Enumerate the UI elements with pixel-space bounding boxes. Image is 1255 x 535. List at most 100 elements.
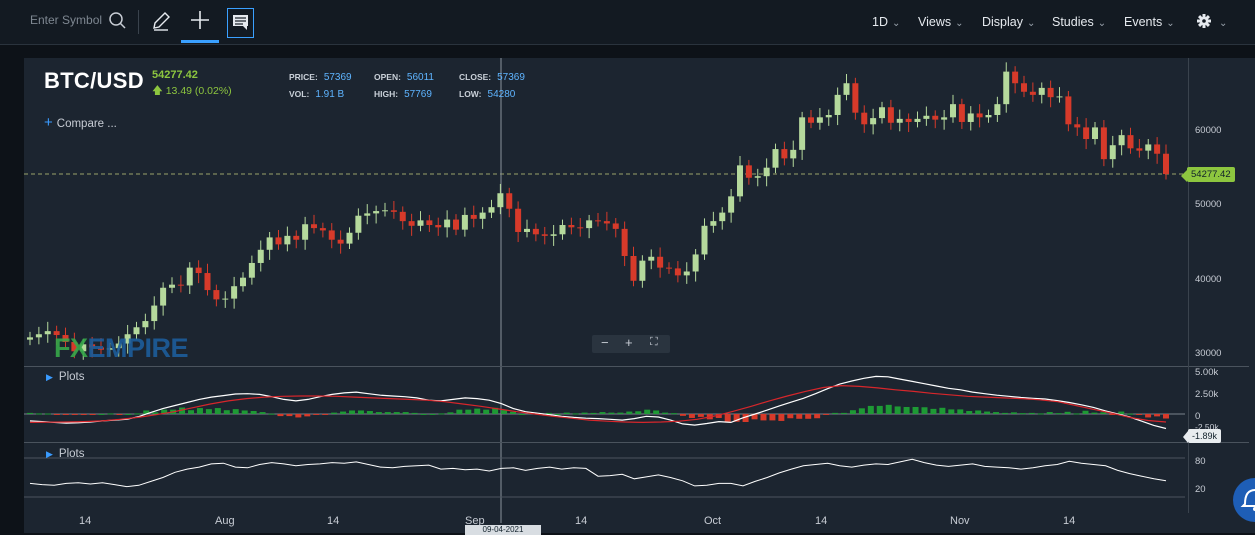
pane-divider[interactable] bbox=[24, 366, 1249, 367]
histogram-bar bbox=[438, 413, 445, 415]
candle-body bbox=[994, 104, 1001, 116]
pane-divider[interactable] bbox=[24, 442, 1249, 443]
candle-body bbox=[275, 237, 282, 245]
candle-body bbox=[257, 249, 264, 263]
x-axis-tick: 14 bbox=[575, 515, 588, 527]
candle-body bbox=[1047, 87, 1054, 98]
candle-body bbox=[896, 118, 903, 123]
histogram-bar bbox=[80, 413, 87, 415]
histogram-bar bbox=[510, 411, 517, 414]
histogram-bar bbox=[331, 412, 338, 414]
candle-body bbox=[754, 176, 761, 178]
histogram-bar bbox=[196, 408, 203, 414]
price-axis-tick: 40000 bbox=[1195, 274, 1222, 285]
close-label: CLOSE: bbox=[459, 72, 492, 82]
price-axis-tick: 30000 bbox=[1195, 348, 1222, 359]
symbol-search-input[interactable]: Enter Symbol bbox=[30, 13, 103, 27]
candle-body bbox=[1021, 83, 1027, 92]
crosshair-active-indicator bbox=[181, 40, 219, 43]
candle-body bbox=[781, 149, 788, 159]
ohlc-open: OPEN: 56011 bbox=[374, 72, 434, 83]
search-icon[interactable] bbox=[108, 11, 128, 36]
toolbar-divider bbox=[138, 10, 139, 34]
candle-body bbox=[532, 228, 539, 235]
histogram-bar bbox=[277, 413, 284, 417]
zoom-in-button[interactable]: + bbox=[625, 335, 633, 350]
histogram-bar bbox=[349, 410, 356, 414]
histogram-bar bbox=[814, 413, 821, 419]
candle-body bbox=[444, 219, 451, 228]
zoom-out-button[interactable]: − bbox=[601, 335, 609, 350]
histogram-bar bbox=[653, 410, 660, 414]
histogram-bar bbox=[912, 406, 919, 414]
compare-button[interactable]: + Compare ... bbox=[44, 114, 117, 131]
candle-body bbox=[177, 284, 184, 286]
watermark-fx: FX bbox=[54, 333, 88, 363]
histogram-bar bbox=[1100, 412, 1107, 414]
x-axis-tick: 14 bbox=[815, 515, 828, 527]
x-axis-tick: 14 bbox=[327, 515, 340, 527]
histogram-bar bbox=[366, 411, 373, 414]
candle-body bbox=[630, 255, 637, 281]
chart-panel[interactable] bbox=[24, 58, 1255, 533]
candle-body bbox=[950, 104, 956, 118]
rsi-pane-toggle[interactable]: ▶ Plots bbox=[46, 448, 85, 460]
candle-body bbox=[976, 113, 983, 118]
candle-body bbox=[266, 237, 273, 250]
histogram-bar bbox=[98, 413, 105, 415]
histogram-bar bbox=[143, 410, 150, 414]
menu-display[interactable]: Display ⌄ bbox=[982, 15, 1035, 29]
candle-body bbox=[834, 94, 841, 116]
candle-body bbox=[355, 215, 362, 233]
histogram-bar bbox=[742, 413, 749, 422]
candle-body bbox=[914, 118, 921, 122]
histogram-bar bbox=[840, 412, 847, 414]
candle-body bbox=[825, 115, 832, 118]
candle-body bbox=[1136, 148, 1143, 151]
candle-body bbox=[1083, 127, 1090, 140]
candle-body bbox=[852, 83, 859, 113]
settings-menu[interactable]: ⌄ bbox=[1196, 13, 1232, 36]
crosshair-date-tag: 09-04-2021 bbox=[465, 525, 541, 535]
pencil-draw-icon[interactable] bbox=[150, 10, 172, 37]
histogram-bar bbox=[823, 413, 830, 415]
oscillator-pane-toggle[interactable]: ▶ Plots bbox=[46, 371, 85, 383]
histogram-bar bbox=[465, 409, 472, 414]
menu-interval[interactable]: 1D ⌄ bbox=[872, 15, 900, 29]
candle-body bbox=[453, 219, 459, 230]
histogram-bar bbox=[1064, 411, 1071, 414]
histogram-bar bbox=[715, 413, 722, 418]
histogram-bar bbox=[223, 410, 230, 414]
histogram-bar bbox=[903, 406, 910, 414]
histogram-bar bbox=[241, 410, 248, 414]
last-price-tag: 54277.42 bbox=[1181, 167, 1235, 182]
menu-studies[interactable]: Studies ⌄ bbox=[1052, 15, 1106, 29]
plus-icon: + bbox=[44, 114, 53, 131]
candle-body bbox=[506, 193, 513, 209]
arrow-up-icon: 🡅 bbox=[152, 85, 163, 97]
osc-axis-tick: 0 bbox=[1195, 411, 1201, 422]
candle-body bbox=[98, 347, 104, 350]
histogram-bar bbox=[492, 407, 499, 414]
crosshair-icon[interactable] bbox=[189, 9, 211, 36]
candle-body bbox=[666, 267, 672, 269]
histogram-bar bbox=[152, 412, 159, 414]
histogram-bar bbox=[1091, 412, 1098, 414]
menu-events[interactable]: Events ⌄ bbox=[1124, 15, 1175, 29]
menu-views[interactable]: Views ⌄ bbox=[918, 15, 964, 29]
candle-body bbox=[728, 196, 735, 213]
candle-body bbox=[53, 331, 60, 336]
fullscreen-icon[interactable]: ⛶ bbox=[650, 336, 658, 348]
histogram-bar bbox=[966, 411, 973, 414]
help-chat-button[interactable] bbox=[1233, 478, 1255, 522]
candle-body bbox=[550, 234, 557, 236]
candle-body bbox=[1029, 91, 1036, 95]
histogram-bar bbox=[948, 409, 955, 414]
comment-annotation-icon[interactable] bbox=[227, 8, 254, 43]
open-label: OPEN: bbox=[374, 72, 401, 82]
candle-body bbox=[870, 118, 877, 125]
histogram-bar bbox=[295, 413, 302, 418]
candle-body bbox=[435, 225, 442, 228]
candle-body bbox=[737, 165, 743, 197]
